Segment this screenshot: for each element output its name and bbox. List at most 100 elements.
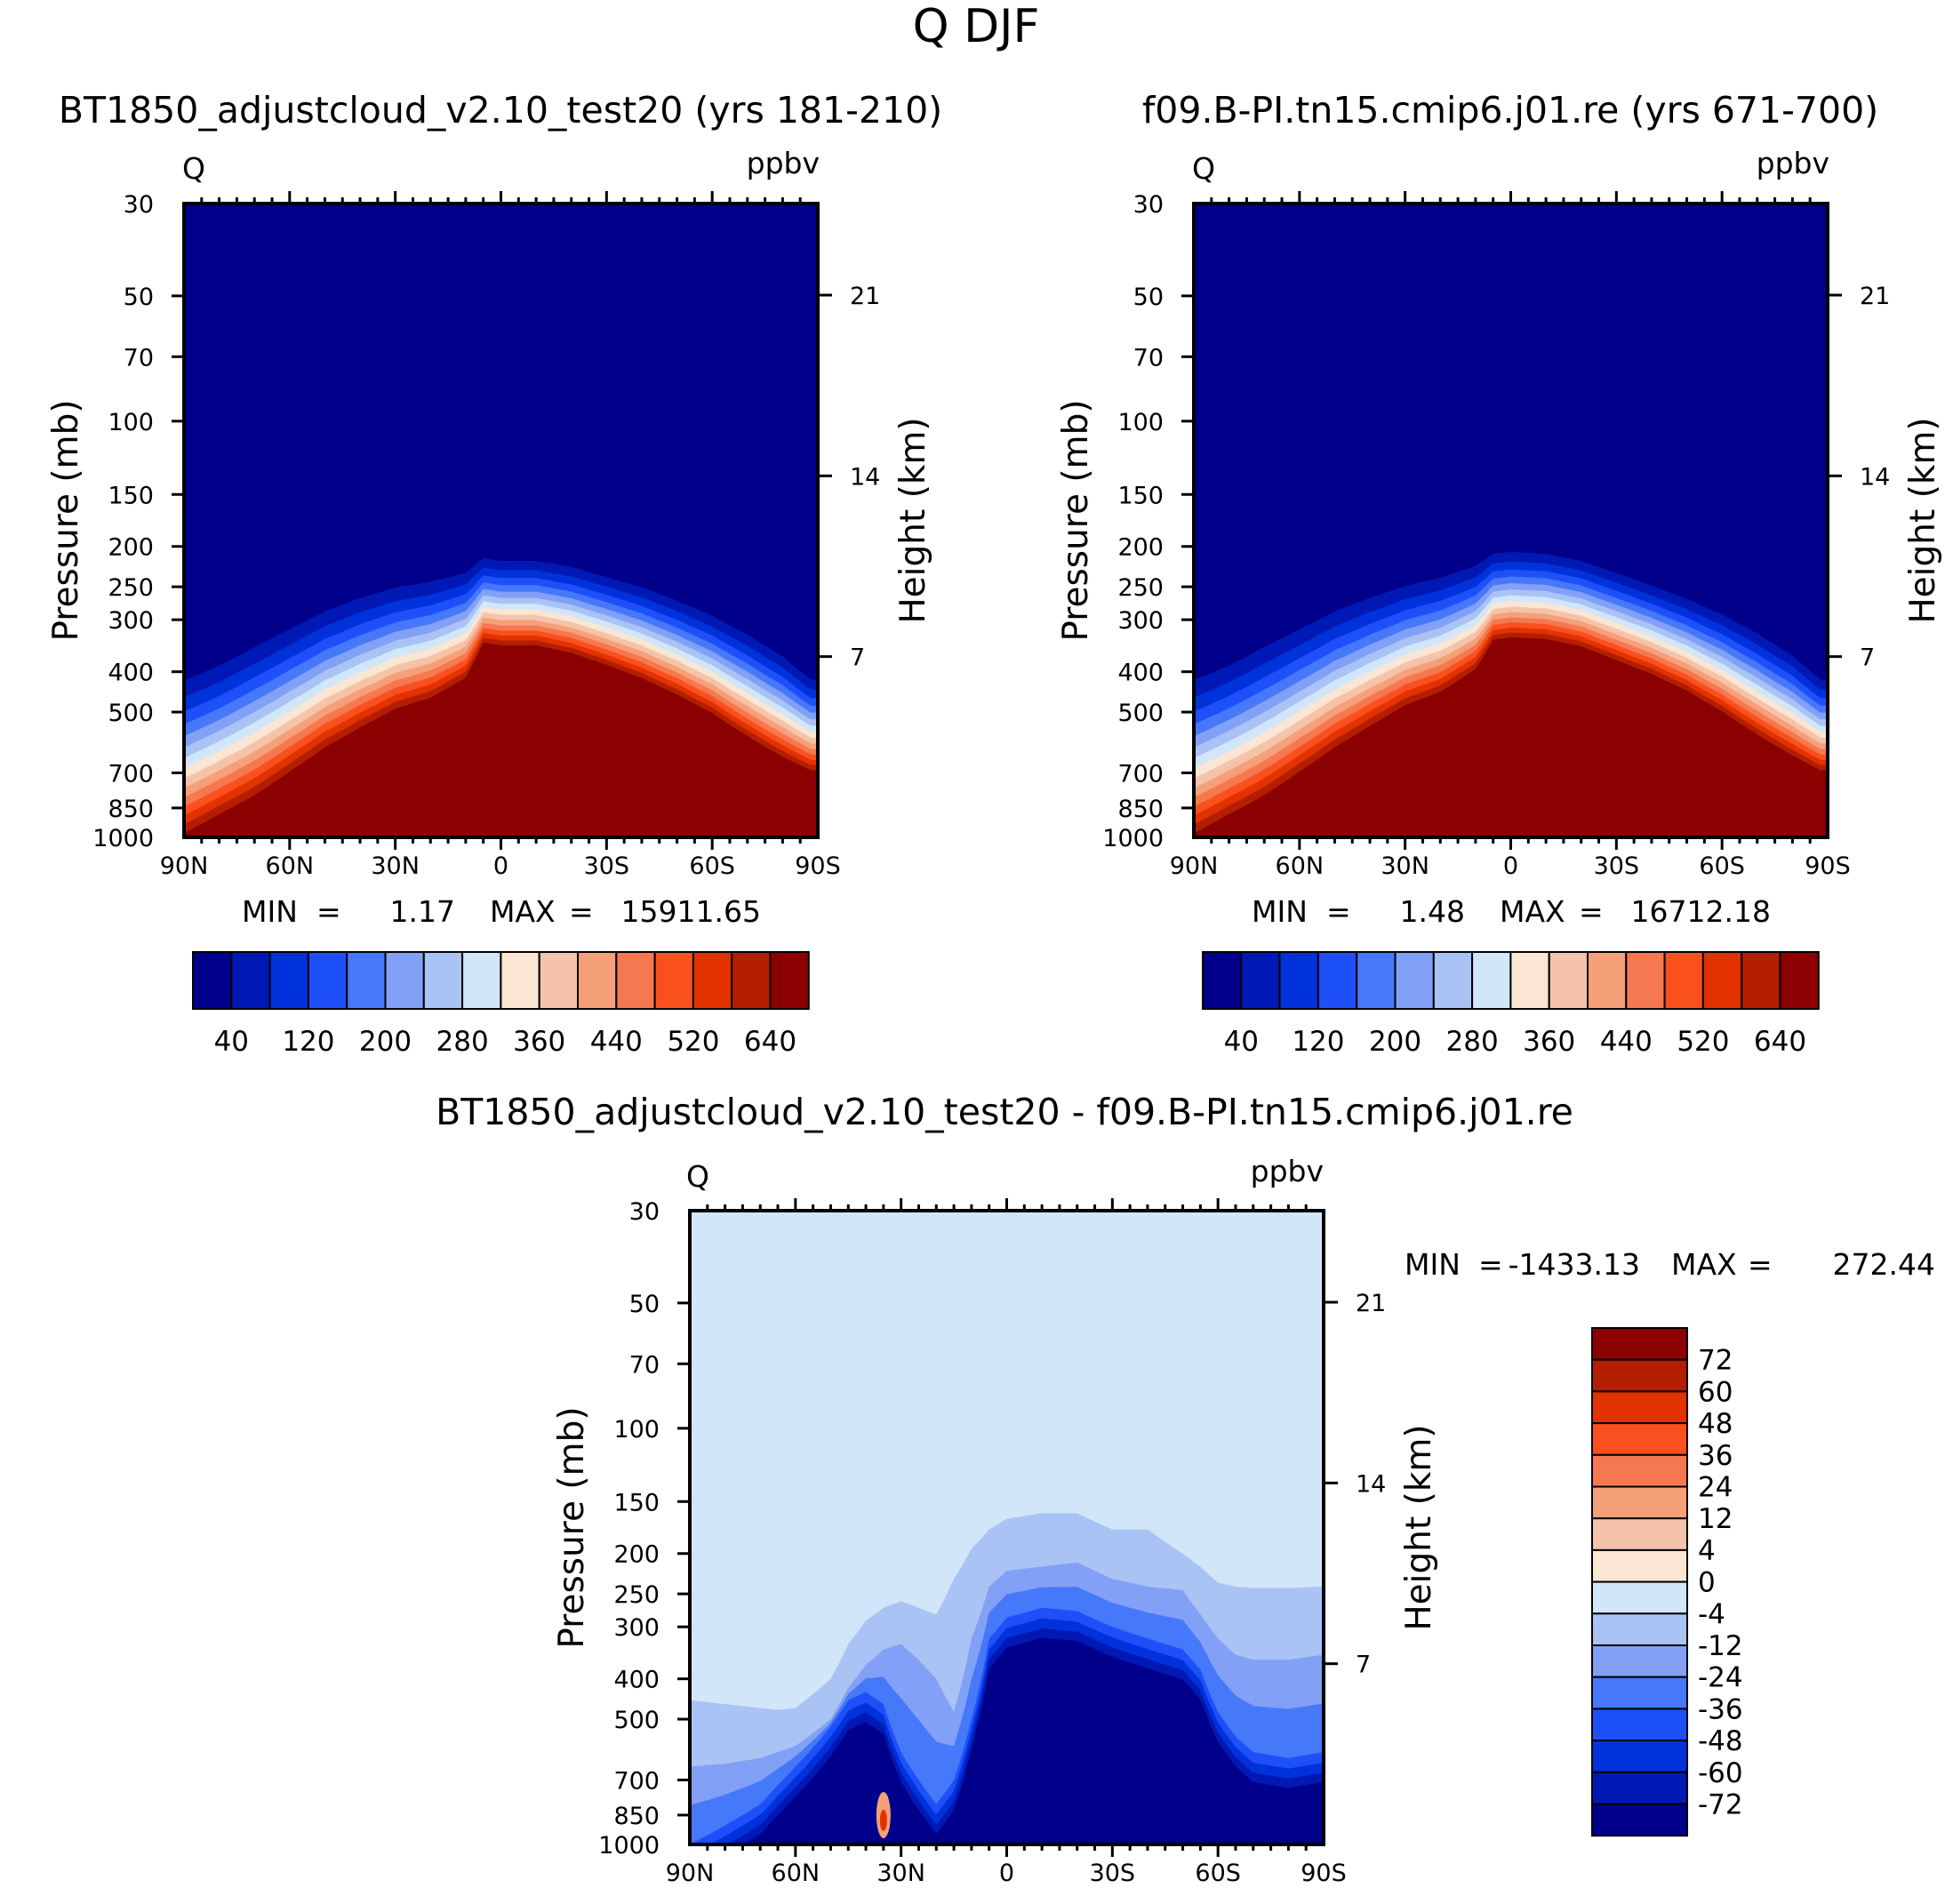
- control-colorbar-box-1: [1240, 951, 1281, 1010]
- case-colorbar-box-4: [346, 951, 387, 1010]
- panel-case-min-label: MIN: [242, 894, 298, 929]
- control-y2-axis-title: Height (km): [1903, 417, 1943, 623]
- panel-case-stats: MIN = 1.17 MAX = 15911.65: [242, 894, 761, 929]
- lat-tick-label-90n: 90N: [160, 852, 209, 880]
- control-colorbar-box-6: [1432, 951, 1474, 1010]
- pressure-tick-label-300: 300: [613, 1614, 660, 1642]
- pressure-tick-label-50: 50: [1133, 284, 1164, 311]
- pressure-tick-label-400: 400: [613, 1667, 660, 1694]
- panel-control-max-label: MAX: [1500, 894, 1565, 929]
- diff-colorbar-label--4: -4: [1698, 1598, 1725, 1630]
- diff-colorbar-label-60: 60: [1698, 1376, 1733, 1408]
- pressure-tick-label-30: 30: [1133, 191, 1164, 219]
- lat-tick-label-0: 0: [493, 852, 508, 880]
- panel-control-colorbar: 40 120 200 280 360 440 520 640: [1202, 951, 1820, 1058]
- panel-difference-max-label: MAX: [1671, 1247, 1737, 1282]
- case-y-axis-title: Pressure (mb): [46, 399, 86, 641]
- diff-colorbar-box-13: [1591, 1740, 1688, 1773]
- pressure-tick-label-70: 70: [124, 344, 154, 372]
- control-y-axis-title: Pressure (mb): [1056, 399, 1096, 641]
- case-colorbar-box-11: [615, 951, 656, 1010]
- panel-case-max-label: MAX: [490, 894, 556, 929]
- pressure-tick-label-250: 250: [108, 574, 154, 602]
- control-colorbar-box-4: [1356, 951, 1397, 1010]
- pressure-tick-label-70: 70: [629, 1351, 660, 1379]
- diff-colorbar-label-4: 4: [1698, 1535, 1716, 1567]
- panel-case-max-value: 15911.65: [621, 894, 761, 929]
- panel-difference-axes: 90N 60N 30N 0 30S 60S 90S 30 50 70 100 150 200 250 300…: [552, 1198, 1439, 1887]
- diff-colorbar-box-1: [1591, 1358, 1688, 1393]
- case-colorbar-box-1: [230, 951, 271, 1010]
- control-colorbar-box-8: [1509, 951, 1550, 1010]
- pressure-tick-label-150: 150: [1117, 482, 1164, 509]
- pressure-tick-label-50: 50: [629, 1291, 660, 1318]
- diff-colorbar-label-0: 0: [1698, 1567, 1716, 1599]
- diff-colorbar-label--24: -24: [1698, 1662, 1743, 1694]
- diff-colorbar-label-72: 72: [1698, 1345, 1733, 1377]
- case-colorbar-label-200: 200: [359, 1026, 412, 1058]
- panel-control-units-label: ppbv: [1757, 146, 1829, 180]
- diff-colorbar-box-12: [1591, 1708, 1688, 1742]
- control-colorbar-box-15: [1779, 951, 1820, 1010]
- control-colorbar-label-40: 40: [1224, 1026, 1259, 1058]
- case-colorbar-label-120: 120: [282, 1026, 334, 1058]
- lat-tick-label-60s: 60S: [1699, 852, 1745, 880]
- control-colorbar-box-3: [1317, 951, 1358, 1010]
- pressure-tick-label-850: 850: [108, 796, 154, 823]
- pressure-tick-label-500: 500: [108, 700, 154, 727]
- diff-colorbar-box-10: [1591, 1644, 1688, 1678]
- pressure-tick-label-200: 200: [1117, 534, 1164, 562]
- diff-colorbar-label-48: 48: [1698, 1408, 1733, 1440]
- case-colorbar-box-0: [192, 951, 233, 1010]
- diff-y2-axis-title: Height (km): [1399, 1424, 1439, 1630]
- case-colorbar-label-360: 360: [513, 1026, 565, 1058]
- diff-colorbar-box-0: [1591, 1327, 1688, 1361]
- lat-tick-label-90s: 90S: [1805, 852, 1851, 880]
- pressure-tick-label-150: 150: [613, 1489, 660, 1516]
- lat-tick-label-30s: 30S: [1090, 1860, 1136, 1887]
- diff-colorbar-box-15: [1591, 1803, 1688, 1837]
- pressure-tick-label-50: 50: [124, 284, 154, 311]
- panel-case-contour-field: [184, 204, 818, 837]
- control-colorbar-box-10: [1587, 951, 1628, 1010]
- diff-colorbar-box-5: [1591, 1485, 1688, 1520]
- diff-colorbar-box-4: [1591, 1453, 1688, 1488]
- panel-case-max-equals: =: [569, 894, 594, 929]
- case-colorbar-box-10: [577, 951, 618, 1010]
- panel-difference-min-equals: =: [1478, 1247, 1503, 1282]
- panel-control-min-value: 1.48: [1400, 894, 1465, 929]
- panel-difference-min-value: -1433.13: [1509, 1247, 1640, 1282]
- case-contour-level-15: [184, 643, 818, 837]
- pressure-tick-label-1000: 1000: [92, 825, 154, 852]
- diff-positive-anomaly-core: [879, 1809, 887, 1831]
- case-colorbar-box-7: [461, 951, 502, 1010]
- panel-difference-stats: MIN = -1433.13 MAX = 272.44: [1405, 1247, 1935, 1282]
- control-colorbar-label-120: 120: [1292, 1026, 1344, 1058]
- control-colorbar-box-11: [1625, 951, 1666, 1010]
- panel-difference-units-label: ppbv: [1251, 1154, 1324, 1188]
- lat-tick-label-60n: 60N: [1276, 852, 1325, 880]
- control-colorbar-box-14: [1741, 951, 1781, 1010]
- height-tick-label-21: 21: [1356, 1290, 1386, 1317]
- lat-tick-label-0: 0: [1503, 852, 1518, 880]
- control-colorbar-label-200: 200: [1369, 1026, 1421, 1058]
- case-colorbar-label-40: 40: [214, 1026, 249, 1058]
- diff-colorbar-box-6: [1591, 1517, 1688, 1551]
- case-colorbar-box-6: [422, 951, 464, 1010]
- diff-colorbar-label-24: 24: [1698, 1472, 1733, 1504]
- case-colorbar-box-8: [500, 951, 540, 1010]
- diff-colorbar-label-36: 36: [1698, 1440, 1733, 1472]
- control-contour-level-15: [1194, 636, 1828, 837]
- panel-difference-max-value: 272.44: [1833, 1247, 1935, 1282]
- diff-colorbar-label--12: -12: [1698, 1630, 1743, 1662]
- diff-y-axis-title: Pressure (mb): [552, 1406, 592, 1648]
- pressure-tick-label-250: 250: [613, 1581, 660, 1609]
- panel-control-max-value: 16712.18: [1631, 894, 1771, 929]
- lat-tick-label-30s: 30S: [1594, 852, 1640, 880]
- figure-title: Q DJF: [913, 0, 1040, 53]
- lat-tick-label-90n: 90N: [666, 1860, 715, 1887]
- control-colorbar-box-2: [1278, 951, 1319, 1010]
- panel-case-var-label: Q: [182, 151, 205, 186]
- diff-colorbar-box-3: [1591, 1422, 1688, 1456]
- height-tick-label-21: 21: [1860, 283, 1890, 310]
